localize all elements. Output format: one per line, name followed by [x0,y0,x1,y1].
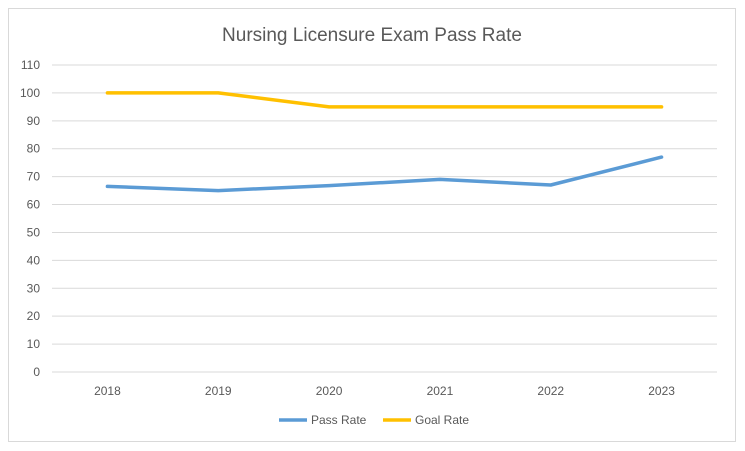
y-tick-label: 100 [20,86,40,100]
y-tick-label: 20 [27,309,41,323]
x-tick-label: 2020 [316,384,343,398]
chart-border [8,8,736,442]
x-tick-label: 2019 [205,384,232,398]
y-tick-label: 10 [27,337,41,351]
y-tick-label: 70 [27,170,41,184]
series-line-goal-rate [105,91,664,109]
y-tick-label: 110 [21,58,40,72]
legend-label: Pass Rate [311,413,367,427]
series-line-pass-rate [105,155,664,193]
legend-label: Goal Rate [415,413,469,427]
y-tick-label: 30 [27,281,41,295]
y-tick-label: 40 [27,253,41,267]
y-tick-label: 60 [27,198,41,212]
y-tick-label: 50 [27,225,41,239]
x-tick-label: 2021 [427,384,454,398]
x-tick-label: 2018 [94,384,121,398]
y-tick-label: 90 [27,114,41,128]
x-tick-label: 2023 [648,384,675,398]
x-tick-label: 2022 [537,384,564,398]
chart-title: Nursing Licensure Exam Pass Rate [222,25,522,46]
y-tick-label: 0 [33,365,40,379]
y-tick-label: 80 [27,142,41,156]
